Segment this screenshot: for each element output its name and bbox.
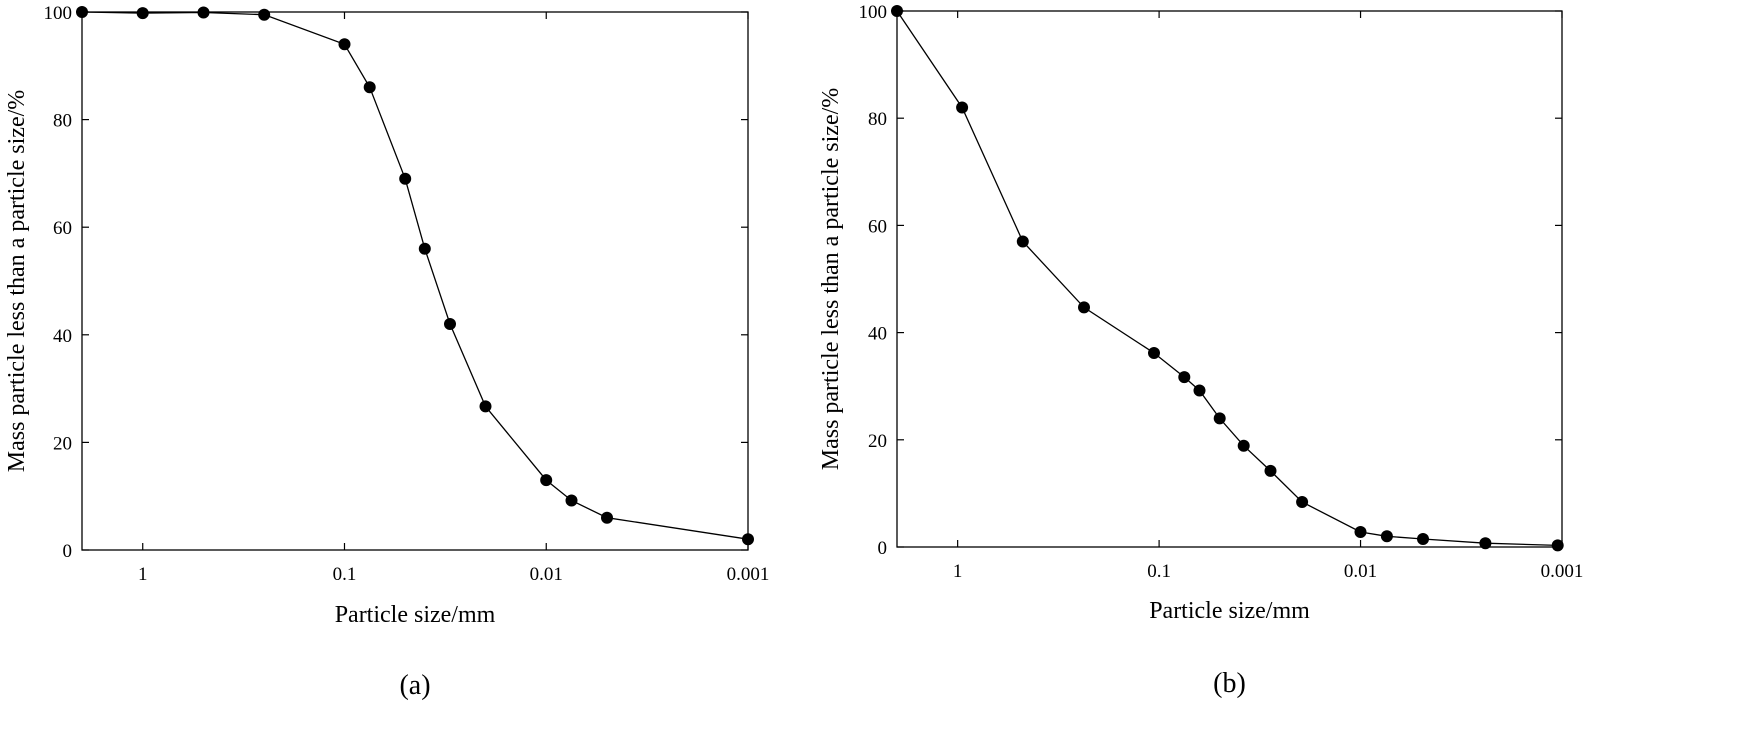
x-tick-label: 1 xyxy=(138,564,148,585)
data-point xyxy=(1264,464,1277,477)
series-line xyxy=(896,10,1558,547)
plot-frame xyxy=(81,11,749,551)
data-point xyxy=(338,38,351,51)
data-point xyxy=(891,5,903,17)
x-tick-label: 0.001 xyxy=(1541,561,1584,582)
x-tick-label: 1 xyxy=(953,561,963,582)
y-tick-label: 40 xyxy=(53,326,72,347)
y-tick-label: 80 xyxy=(53,111,72,132)
x-tick-label: 0.01 xyxy=(1344,561,1377,582)
panel-label: (b) xyxy=(1213,668,1246,699)
data-point xyxy=(1551,539,1564,552)
data-point xyxy=(1354,526,1367,538)
y-tick-label: 60 xyxy=(868,216,887,237)
data-point xyxy=(1213,412,1226,425)
x-axis-label: Particle size/mm xyxy=(1149,598,1310,624)
y-tick-label: 20 xyxy=(868,431,887,452)
data-point xyxy=(399,172,412,185)
x-tick-label: 0.01 xyxy=(530,564,563,585)
data-point xyxy=(418,242,431,255)
data-point xyxy=(1016,235,1029,248)
data-point xyxy=(956,101,969,114)
y-axis-label: Mass particle less than a particle size/… xyxy=(818,88,844,471)
x-tick-label: 0.001 xyxy=(727,564,770,585)
y-tick-label: 80 xyxy=(868,109,887,130)
x-tick-label: 0.1 xyxy=(1147,561,1171,582)
data-point xyxy=(1178,371,1191,384)
data-point xyxy=(565,494,578,507)
data-point xyxy=(1148,347,1160,359)
y-tick-label: 20 xyxy=(53,433,72,454)
plot-frame xyxy=(896,10,1563,548)
data-point xyxy=(197,6,210,19)
data-point xyxy=(363,81,376,94)
y-tick-label: 60 xyxy=(53,218,72,239)
chart-panel-a: 0 20 40 60 80 100 1 0.1 0.01 0.001 Particle size/m… xyxy=(4,3,769,701)
x-tick-label: 0.1 xyxy=(333,564,357,585)
data-point xyxy=(1078,301,1090,314)
data-point xyxy=(1479,537,1492,550)
panel-label: (a) xyxy=(399,670,430,701)
data-point xyxy=(601,511,613,524)
x-axis-label: Particle size/mm xyxy=(335,602,496,628)
data-point xyxy=(444,318,456,330)
data-point xyxy=(1296,496,1309,508)
y-axis-label: Mass particle less than a particle size/… xyxy=(4,90,30,473)
data-point xyxy=(1237,439,1250,452)
data-point xyxy=(1193,384,1206,397)
data-point xyxy=(258,8,271,21)
data-point xyxy=(742,533,754,546)
data-point xyxy=(136,7,149,20)
data-point xyxy=(76,6,88,18)
series-line xyxy=(81,11,749,540)
y-tick-label: 40 xyxy=(868,324,887,345)
data-point xyxy=(540,474,553,487)
chart-panel-b: 0 20 40 60 80 100 1 0.1 0.01 0.001 Particle size/m… xyxy=(818,2,1583,699)
y-tick-label: 100 xyxy=(44,3,73,24)
data-point xyxy=(1417,533,1429,545)
data-point xyxy=(479,400,492,413)
y-tick-label: 0 xyxy=(878,538,888,559)
y-tick-label: 100 xyxy=(859,2,888,23)
data-point xyxy=(1380,530,1393,543)
y-tick-label: 0 xyxy=(63,541,73,562)
